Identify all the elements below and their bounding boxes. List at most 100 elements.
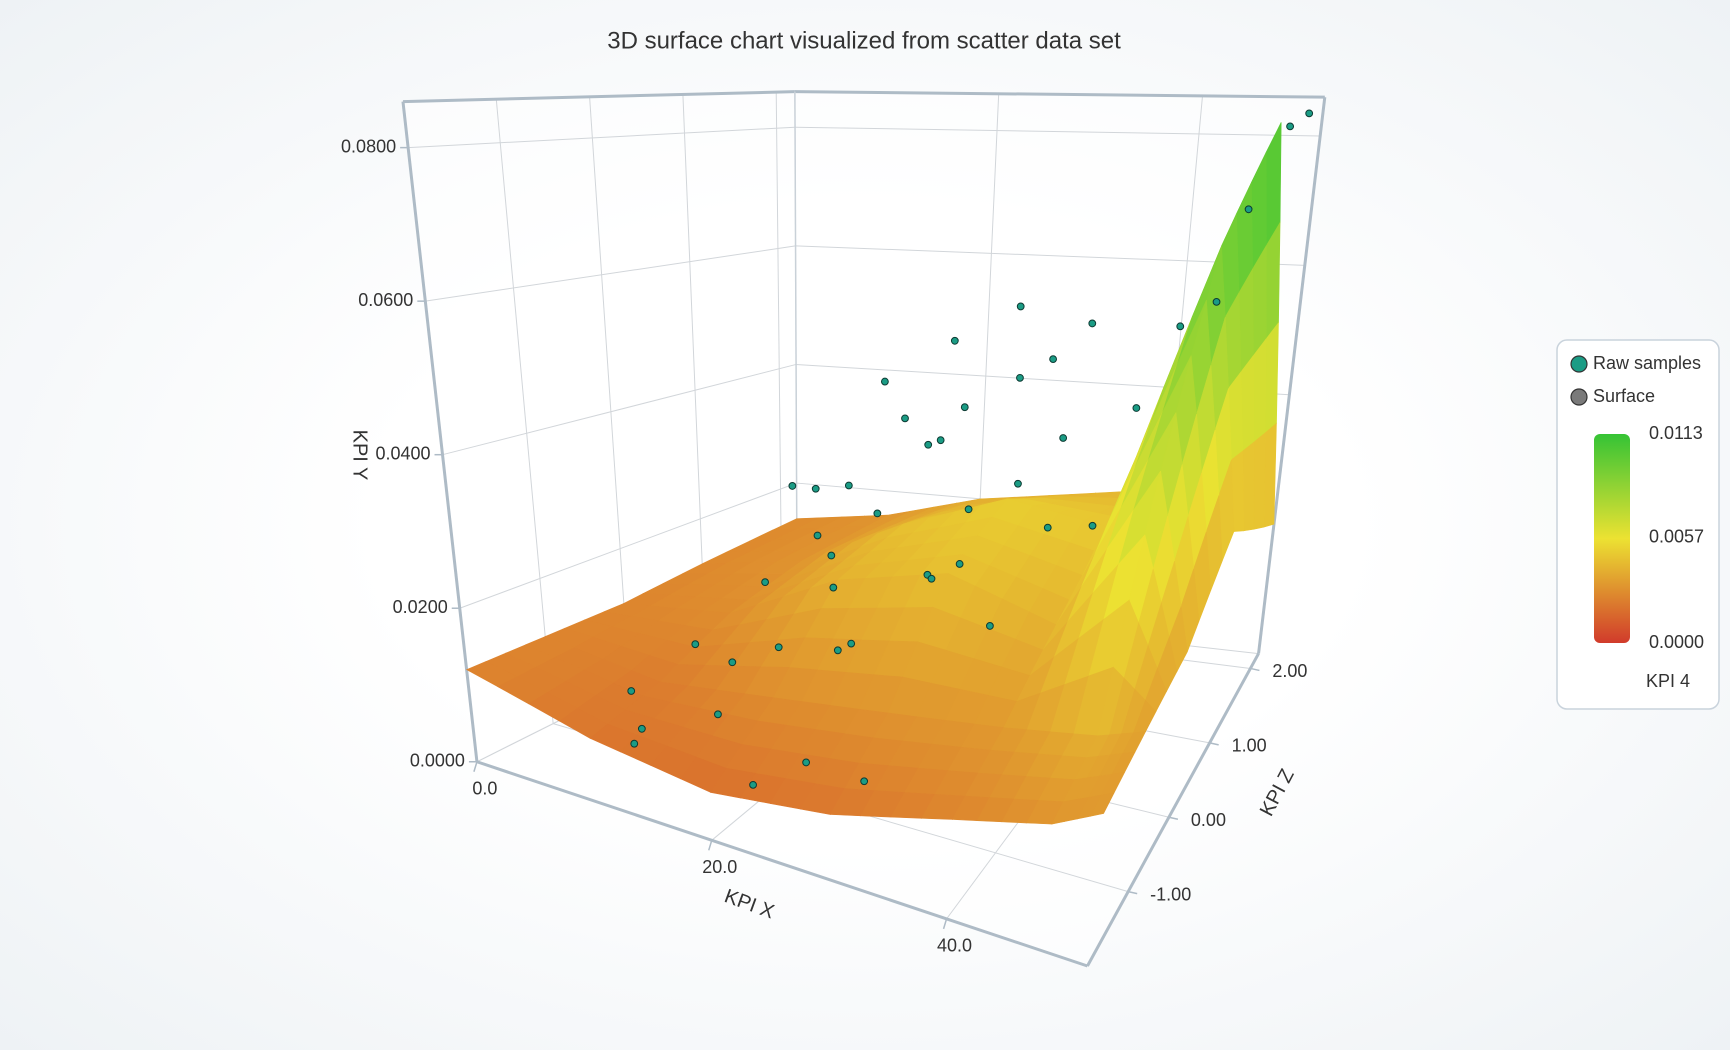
grid-line [459, 482, 797, 609]
axis-line [476, 760, 1088, 968]
axis-line [1257, 96, 1327, 654]
grid-line [775, 92, 783, 610]
legend-label: Surface [1593, 386, 1655, 406]
surface-facet [1253, 432, 1266, 530]
raw-sample [637, 724, 646, 733]
raw-sample [844, 481, 853, 490]
z-tick-label: -1.00 [1150, 884, 1191, 904]
y-tick-label: 0.0000 [410, 751, 465, 771]
raw-sample [927, 574, 936, 583]
raw-sample [714, 710, 722, 719]
raw-sample [788, 482, 797, 490]
raw-sample [936, 436, 945, 445]
raw-sample [860, 777, 869, 786]
colorbar-tick-label: 0.0000 [1649, 632, 1704, 652]
raw-sample [1132, 404, 1141, 412]
legend-label: Raw samples [1593, 353, 1701, 373]
raw-sample [774, 643, 783, 652]
raw-sample [924, 440, 933, 449]
raw-sample [960, 403, 969, 412]
grid-line [589, 96, 630, 686]
surface-facet [1240, 354, 1255, 452]
surface-facet [1253, 338, 1267, 443]
raw-sample [1212, 297, 1221, 306]
grid-line [682, 94, 707, 648]
axis-line [1086, 652, 1260, 967]
raw-sample [761, 578, 769, 587]
surface-facet [1090, 792, 1115, 817]
raw-sample [847, 639, 856, 648]
grid-line [408, 126, 796, 149]
axis-line [794, 90, 1325, 99]
raw-sample [1088, 319, 1097, 328]
y-tick-label: 0.0400 [375, 443, 430, 463]
raw-sample [1286, 122, 1295, 131]
z-tick [1168, 816, 1179, 820]
x-tick-label: 0.0 [472, 779, 497, 799]
labels: 0.0 20.0 40.0 0.0000 0.0200 0.0400 0.0600 0.080… [341, 136, 1307, 955]
z-tick-label: 1.00 [1232, 736, 1267, 756]
x-tick-label: 40.0 [937, 936, 972, 956]
raw-sample [1043, 523, 1052, 532]
raw-sample [1014, 479, 1022, 488]
raw-sample [986, 622, 994, 630]
y-tick-label: 0.0600 [358, 290, 413, 310]
scatter [627, 109, 1314, 789]
z-axis-title: KPI Z [1256, 765, 1299, 819]
axis-line [401, 101, 479, 762]
raw-sample [627, 687, 636, 695]
x-tick-label: 20.0 [702, 857, 737, 877]
x-tick [473, 761, 478, 772]
z-tick-label: 0.00 [1191, 810, 1226, 830]
raw-sample [955, 560, 964, 568]
surface-facet [1264, 321, 1279, 434]
raw-sample [1176, 322, 1185, 331]
raw-sample [1088, 521, 1097, 530]
raw-sample [829, 583, 838, 592]
raw-sample [749, 780, 757, 789]
raw-sample [1049, 355, 1058, 364]
raw-sample [813, 531, 822, 540]
raw-sample [833, 646, 842, 655]
grid-line [795, 126, 1321, 137]
raw-sample [1059, 434, 1068, 442]
raw-sample [728, 658, 737, 667]
raw-sample [827, 551, 836, 560]
raw-sample [811, 484, 820, 493]
raw-sample [691, 640, 700, 649]
grid-line [495, 99, 554, 724]
colorbar [1594, 434, 1630, 643]
y-axis-title: KPI Y [349, 430, 371, 481]
grid-line [425, 245, 796, 302]
grid-line [442, 363, 797, 456]
colorbar-title: KPI 4 [1646, 671, 1690, 691]
x-tick [942, 918, 948, 930]
z-tick [1250, 667, 1260, 672]
surface-facet [1242, 441, 1255, 532]
raw-sample [630, 739, 639, 748]
z-tick-label: 2.00 [1272, 661, 1307, 681]
y-tick-label: 0.0200 [393, 597, 448, 617]
z-tick [1209, 742, 1219, 746]
x-axis-title: KPI X [721, 885, 777, 923]
colorbar-tick-label: 0.0057 [1649, 526, 1704, 546]
legend: Raw samples Surface 0.0000 0.0057 0.0113 KPI … [1556, 339, 1720, 710]
y-tick-label: 0.0800 [341, 136, 396, 156]
raw-sample [1016, 302, 1025, 311]
chart-title: 3D surface chart visualized from scatter… [607, 27, 1121, 54]
legend-marker [1570, 355, 1588, 373]
raw-sample [802, 758, 811, 767]
raw-sample [964, 505, 973, 514]
raw-sample [901, 414, 909, 423]
raw-sample [950, 336, 959, 345]
raw-sample [1305, 109, 1314, 118]
axis-line [402, 90, 795, 104]
legend-marker [1570, 388, 1588, 406]
axis-line [794, 91, 798, 602]
raw-sample [873, 509, 882, 518]
raw-sample [1244, 205, 1253, 214]
x-tick [708, 840, 713, 851]
raw-sample [880, 377, 889, 386]
